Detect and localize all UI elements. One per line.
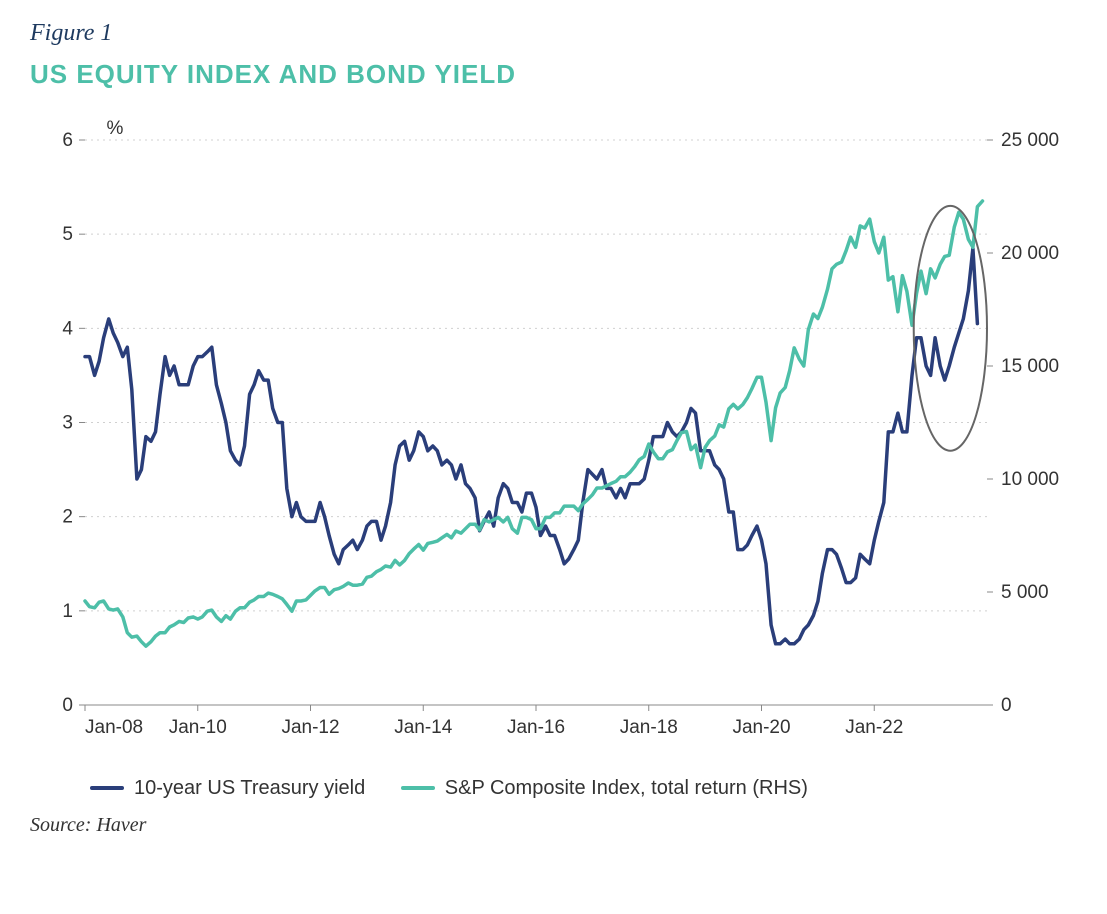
svg-text:0: 0 xyxy=(62,695,73,716)
svg-text:Jan-10: Jan-10 xyxy=(169,717,227,738)
svg-text:10 000: 10 000 xyxy=(1001,469,1059,490)
figure-label: Figure 1 xyxy=(30,20,1077,47)
svg-text:Jan-14: Jan-14 xyxy=(394,717,453,738)
svg-text:1: 1 xyxy=(62,601,73,622)
legend-item-treasury: 10-year US Treasury yield xyxy=(90,777,365,800)
svg-text:6: 6 xyxy=(62,130,73,151)
legend-item-sp: S&P Composite Index, total return (RHS) xyxy=(401,777,808,800)
legend: 10-year US Treasury yield S&P Composite … xyxy=(90,773,1077,800)
legend-label-sp: S&P Composite Index, total return (RHS) xyxy=(445,777,808,800)
line-chart: 0 1 2 3 4 5 6% 0 5 000 10 000 15 000 20 000 25 000 Ja… xyxy=(30,110,1077,750)
svg-text:Jan-16: Jan-16 xyxy=(507,717,565,738)
svg-text:Jan-22: Jan-22 xyxy=(845,717,903,738)
svg-text:20 000: 20 000 xyxy=(1001,243,1059,264)
svg-text:Jan-18: Jan-18 xyxy=(620,717,678,738)
chart-container: 0 1 2 3 4 5 6% 0 5 000 10 000 15 000 20 000 25 000 Ja… xyxy=(30,110,1077,755)
svg-text:Jan-12: Jan-12 xyxy=(281,717,339,738)
svg-text:2: 2 xyxy=(62,507,73,528)
svg-text:Jan-20: Jan-20 xyxy=(732,717,790,738)
svg-text:4: 4 xyxy=(62,318,73,339)
legend-label-treasury: 10-year US Treasury yield xyxy=(134,777,365,800)
legend-swatch-sp xyxy=(401,786,435,790)
svg-text:5 000: 5 000 xyxy=(1001,582,1049,603)
svg-text:Jan-08: Jan-08 xyxy=(85,717,143,738)
legend-swatch-treasury xyxy=(90,786,124,790)
svg-text:0: 0 xyxy=(1001,695,1012,716)
source-text: Source: Haver xyxy=(30,814,1077,837)
svg-text:%: % xyxy=(107,118,124,139)
svg-text:15 000: 15 000 xyxy=(1001,356,1059,377)
chart-title: US EQUITY INDEX AND BOND YIELD xyxy=(30,59,1077,90)
svg-text:5: 5 xyxy=(62,224,73,245)
svg-text:3: 3 xyxy=(62,413,73,434)
svg-text:25 000: 25 000 xyxy=(1001,130,1059,151)
